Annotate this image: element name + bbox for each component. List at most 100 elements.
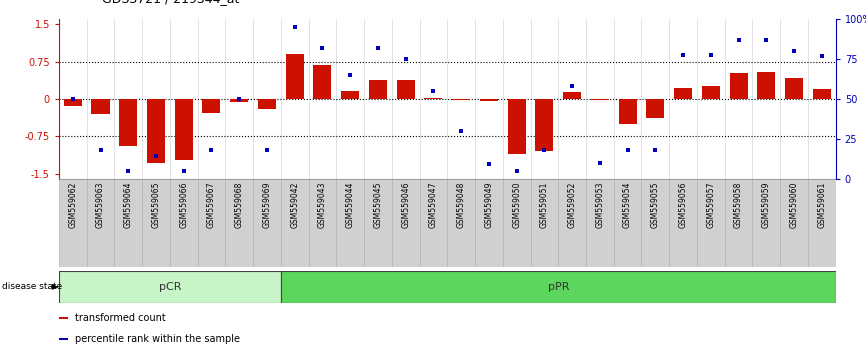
Bar bbox=[313, 65, 332, 99]
Text: GSM559062: GSM559062 bbox=[68, 181, 77, 228]
Bar bbox=[531, 179, 559, 267]
Text: GSM559066: GSM559066 bbox=[179, 181, 188, 228]
Point bbox=[177, 168, 191, 174]
Bar bbox=[614, 179, 642, 267]
Bar bbox=[559, 179, 586, 267]
Point bbox=[649, 147, 662, 153]
Point bbox=[66, 96, 80, 102]
Point bbox=[676, 52, 690, 57]
Text: GSM559049: GSM559049 bbox=[484, 181, 494, 228]
Bar bbox=[503, 179, 531, 267]
Bar bbox=[336, 179, 364, 267]
Bar bbox=[142, 179, 170, 267]
Point bbox=[759, 37, 773, 43]
Bar bbox=[725, 179, 753, 267]
Text: GSM559043: GSM559043 bbox=[318, 181, 327, 228]
Text: GSM559060: GSM559060 bbox=[790, 181, 798, 228]
Text: pCR: pCR bbox=[158, 282, 181, 292]
Bar bbox=[258, 99, 276, 109]
Bar bbox=[197, 179, 225, 267]
Bar bbox=[646, 99, 664, 118]
Text: GSM559063: GSM559063 bbox=[96, 181, 105, 228]
Bar bbox=[225, 179, 253, 267]
Text: GSM559064: GSM559064 bbox=[124, 181, 132, 228]
Bar bbox=[419, 179, 447, 267]
Bar bbox=[286, 54, 304, 99]
Bar bbox=[59, 317, 68, 319]
Bar bbox=[59, 338, 68, 340]
Point bbox=[121, 168, 135, 174]
Text: GSM559065: GSM559065 bbox=[152, 181, 160, 228]
Text: GSM559057: GSM559057 bbox=[707, 181, 715, 228]
Bar bbox=[480, 99, 498, 101]
Bar bbox=[281, 271, 836, 303]
Point bbox=[565, 84, 579, 89]
Point bbox=[149, 154, 163, 159]
Bar bbox=[147, 99, 165, 163]
Point bbox=[288, 24, 301, 30]
Text: GDS3721 / 219344_at: GDS3721 / 219344_at bbox=[102, 0, 240, 5]
Bar bbox=[701, 86, 720, 99]
Point bbox=[232, 96, 246, 102]
Text: pPR: pPR bbox=[547, 282, 569, 292]
Bar bbox=[591, 99, 609, 100]
Bar bbox=[475, 179, 503, 267]
Bar bbox=[697, 179, 725, 267]
Bar bbox=[92, 99, 109, 114]
Bar bbox=[674, 88, 692, 99]
Text: ▶: ▶ bbox=[52, 282, 59, 291]
Bar bbox=[341, 91, 359, 99]
Point bbox=[371, 45, 385, 51]
Text: GSM559059: GSM559059 bbox=[762, 181, 771, 228]
Text: GSM559044: GSM559044 bbox=[346, 181, 355, 228]
Point bbox=[343, 72, 357, 78]
Point bbox=[398, 56, 412, 62]
Bar bbox=[397, 80, 415, 99]
Text: disease state: disease state bbox=[2, 282, 62, 291]
Point bbox=[455, 128, 469, 134]
Point bbox=[704, 52, 718, 57]
Text: GSM559061: GSM559061 bbox=[818, 181, 826, 228]
Bar bbox=[230, 99, 249, 102]
Bar bbox=[535, 99, 553, 152]
Bar bbox=[813, 89, 830, 99]
Bar bbox=[170, 179, 197, 267]
Bar bbox=[59, 271, 281, 303]
Point bbox=[204, 147, 218, 153]
Bar bbox=[753, 179, 780, 267]
Text: GSM559051: GSM559051 bbox=[540, 181, 549, 228]
Bar bbox=[369, 80, 387, 99]
Text: GSM559069: GSM559069 bbox=[262, 181, 271, 228]
Text: GSM559053: GSM559053 bbox=[596, 181, 604, 228]
Bar bbox=[808, 179, 836, 267]
Bar bbox=[507, 99, 526, 154]
Text: GSM559042: GSM559042 bbox=[290, 181, 299, 228]
Bar bbox=[253, 179, 281, 267]
Text: GSM559055: GSM559055 bbox=[651, 181, 660, 228]
Bar bbox=[203, 99, 221, 113]
Bar bbox=[120, 99, 138, 147]
Point bbox=[815, 53, 829, 59]
Text: GSM559046: GSM559046 bbox=[401, 181, 410, 228]
Bar bbox=[175, 99, 193, 160]
Bar bbox=[64, 99, 81, 105]
Point bbox=[787, 48, 801, 54]
Bar bbox=[87, 179, 114, 267]
Text: GSM559048: GSM559048 bbox=[456, 181, 466, 228]
Text: GSM559045: GSM559045 bbox=[373, 181, 383, 228]
Bar bbox=[785, 78, 803, 99]
Bar bbox=[308, 179, 336, 267]
Bar bbox=[757, 72, 775, 99]
Point bbox=[593, 160, 607, 166]
Point bbox=[482, 161, 496, 167]
Point bbox=[260, 147, 274, 153]
Point bbox=[732, 37, 746, 43]
Bar bbox=[391, 179, 419, 267]
Text: GSM559054: GSM559054 bbox=[624, 181, 632, 228]
Bar bbox=[424, 98, 443, 99]
Bar bbox=[452, 99, 470, 100]
Text: transformed count: transformed count bbox=[75, 313, 166, 323]
Bar bbox=[642, 179, 669, 267]
Text: GSM559067: GSM559067 bbox=[207, 181, 216, 228]
Text: percentile rank within the sample: percentile rank within the sample bbox=[75, 334, 240, 344]
